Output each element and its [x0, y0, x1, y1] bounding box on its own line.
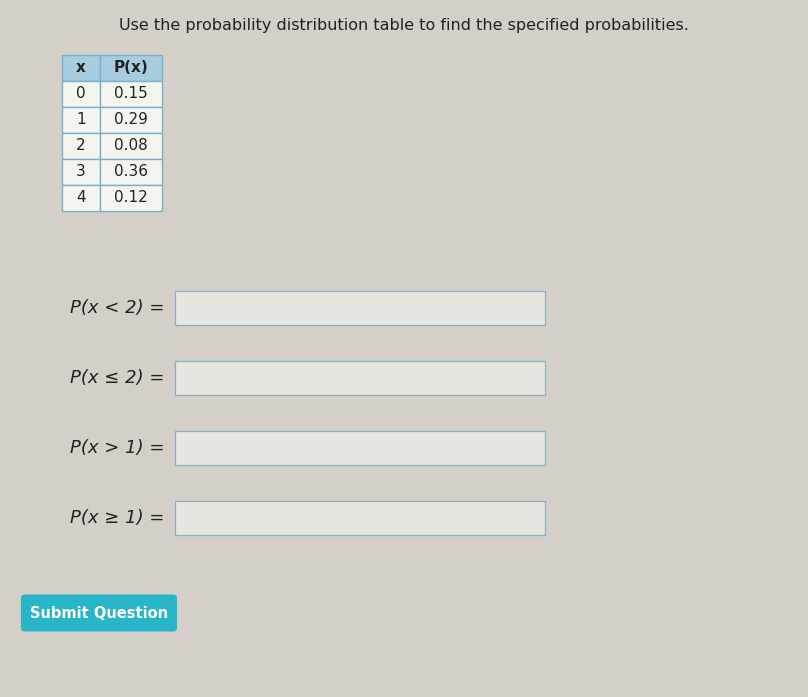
- Bar: [62, 81, 100, 107]
- Text: Submit Question: Submit Question: [30, 606, 168, 620]
- Text: 2: 2: [76, 139, 86, 153]
- Bar: [100, 55, 162, 81]
- Text: 3: 3: [76, 164, 86, 180]
- Text: 1: 1: [76, 112, 86, 128]
- Bar: [175, 361, 545, 395]
- Text: P(x < 2) =: P(x < 2) =: [70, 299, 165, 317]
- Text: 0.15: 0.15: [114, 86, 148, 102]
- Bar: [62, 133, 100, 159]
- Text: P(x): P(x): [114, 61, 149, 75]
- Text: 0.36: 0.36: [114, 164, 148, 180]
- Bar: [62, 55, 100, 81]
- Text: 0: 0: [76, 86, 86, 102]
- Text: 0.29: 0.29: [114, 112, 148, 128]
- Text: P(x ≥ 1) =: P(x ≥ 1) =: [70, 509, 165, 527]
- Text: x: x: [76, 61, 86, 75]
- Bar: [100, 133, 162, 159]
- Text: Use the probability distribution table to find the specified probabilities.: Use the probability distribution table t…: [119, 18, 689, 33]
- Bar: [100, 81, 162, 107]
- Bar: [100, 107, 162, 133]
- Text: 0.12: 0.12: [114, 190, 148, 206]
- Bar: [62, 107, 100, 133]
- Bar: [175, 431, 545, 465]
- Text: P(x ≤ 2) =: P(x ≤ 2) =: [70, 369, 165, 387]
- Text: P(x > 1) =: P(x > 1) =: [70, 439, 165, 457]
- Bar: [175, 291, 545, 325]
- Text: 0.08: 0.08: [114, 139, 148, 153]
- Bar: [62, 185, 100, 211]
- FancyBboxPatch shape: [21, 595, 177, 631]
- Bar: [100, 185, 162, 211]
- Text: 4: 4: [76, 190, 86, 206]
- Bar: [100, 159, 162, 185]
- Bar: [175, 501, 545, 535]
- Bar: [62, 159, 100, 185]
